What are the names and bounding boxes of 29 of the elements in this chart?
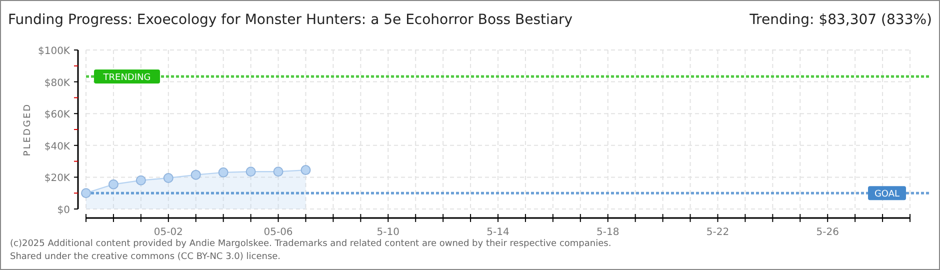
y-axis-title: PLEDGED [23,102,33,156]
y-tick-label: $80K [44,78,70,89]
y-tick-label: $100K [38,46,70,57]
x-tick-label: 05-02 [154,227,183,238]
y-tick-label: $60K [44,110,70,121]
point [190,170,201,180]
text: Shared under the creative commons (CC BY-NC 3.0) license. [10,252,281,262]
point [246,166,256,177]
point [163,172,174,183]
x-tick-label: 05-06 [264,227,293,238]
y-tick-label: $0 [57,205,70,216]
ref-line-label: TRENDING [102,73,151,84]
x-tick-label: 5-14 [486,227,510,238]
y-tick-label: $20K [44,173,70,184]
point [81,188,91,198]
x-tick-label: 5-18 [596,227,620,238]
ref-line-label: GOAL [874,190,900,200]
point [300,165,311,176]
x-tick-label: 5-26 [816,227,839,238]
x-tick-label: 5-10 [376,227,400,238]
chart-title: Funding Progress: Exoecology for Monster Hunters: a 5e Ecohorror Boss Bestiary [8,12,573,28]
point [108,179,118,190]
x-tick-label: 5-22 [706,227,730,238]
chart-subtitle: Trending: $83,307 (833%) [748,12,932,28]
point [273,166,284,177]
point [218,167,228,178]
point [136,175,146,186]
text: (c)2025 Additional content provided by Andie Margolskee. Trademarks and related content are owned by their respective companies. [10,239,612,249]
y-tick-label: $40K [44,141,70,152]
